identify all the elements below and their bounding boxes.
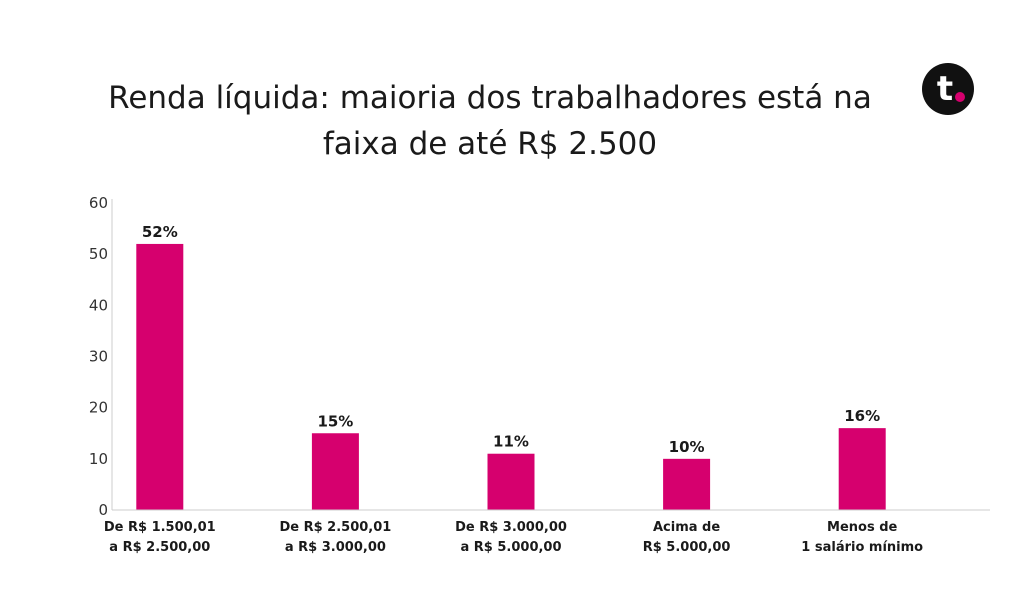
x-axis: De R$ 1.500,01 a R$ 2.500,00 De R$ 2.500,0… [104,509,990,555]
y-tick-label: 10 [89,450,108,468]
y-tick-label: 50 [89,245,108,263]
x-category-label: De R$ 3.000,00 a R$ 5.000,00 [455,520,567,555]
y-tick-label: 60 [89,194,108,212]
x-category-label-line: Acima de [653,520,720,535]
bar [663,458,711,510]
x-category-label-line: 1 salário mínimo [801,540,923,555]
x-category-label-line: De R$ 2.500,01 [279,520,391,535]
logo-background [922,63,974,115]
logo-dot [955,92,965,102]
bar-data-label: 15% [317,412,353,430]
x-category-label: De R$ 1.500,01 a R$ 2.500,00 [104,520,216,555]
x-category-label-line: a R$ 5.000,00 [460,540,561,555]
x-category-label-line: Menos de [827,520,898,535]
bar-data-label: 52% [142,223,178,241]
chart-title-line-2: faixa de até R$ 2.500 [322,125,658,162]
bar [136,243,184,510]
chart-title: Renda líquida: maioria dos trabalhadores… [60,75,920,167]
brand-logo: t [922,63,974,115]
chart-title-line-1: Renda líquida: maioria dos trabalhadores… [108,79,872,116]
bar-data-label: 11% [493,433,529,451]
bar-data-label: 16% [844,407,880,425]
logo-letter: t [937,69,953,109]
x-category-label: De R$ 2.500,01 a R$ 3.000,00 [279,520,391,555]
bar [487,453,535,510]
x-category-label-line: De R$ 3.000,00 [455,520,567,535]
y-axis: 0 10 20 30 40 50 60 [89,194,113,519]
y-tick-label: 30 [89,348,108,366]
y-tick-label: 20 [89,399,108,417]
x-category-label-line: a R$ 2.500,00 [109,540,210,555]
x-category-label-line: R$ 5.000,00 [643,540,731,555]
x-category-label-line: De R$ 1.500,01 [104,520,216,535]
x-category-label-line: a R$ 3.000,00 [285,540,386,555]
x-category-label: Acima de R$ 5.000,00 [643,520,731,555]
bar-data-label: 10% [669,438,705,456]
y-tick-label: 40 [89,296,108,314]
x-category-label: Menos de 1 salário mínimo [801,520,923,555]
bars: 52% 15% 11% 10% 16% [136,223,886,510]
bar [311,433,359,510]
bar [838,428,886,510]
y-tick-label: 0 [98,501,108,519]
